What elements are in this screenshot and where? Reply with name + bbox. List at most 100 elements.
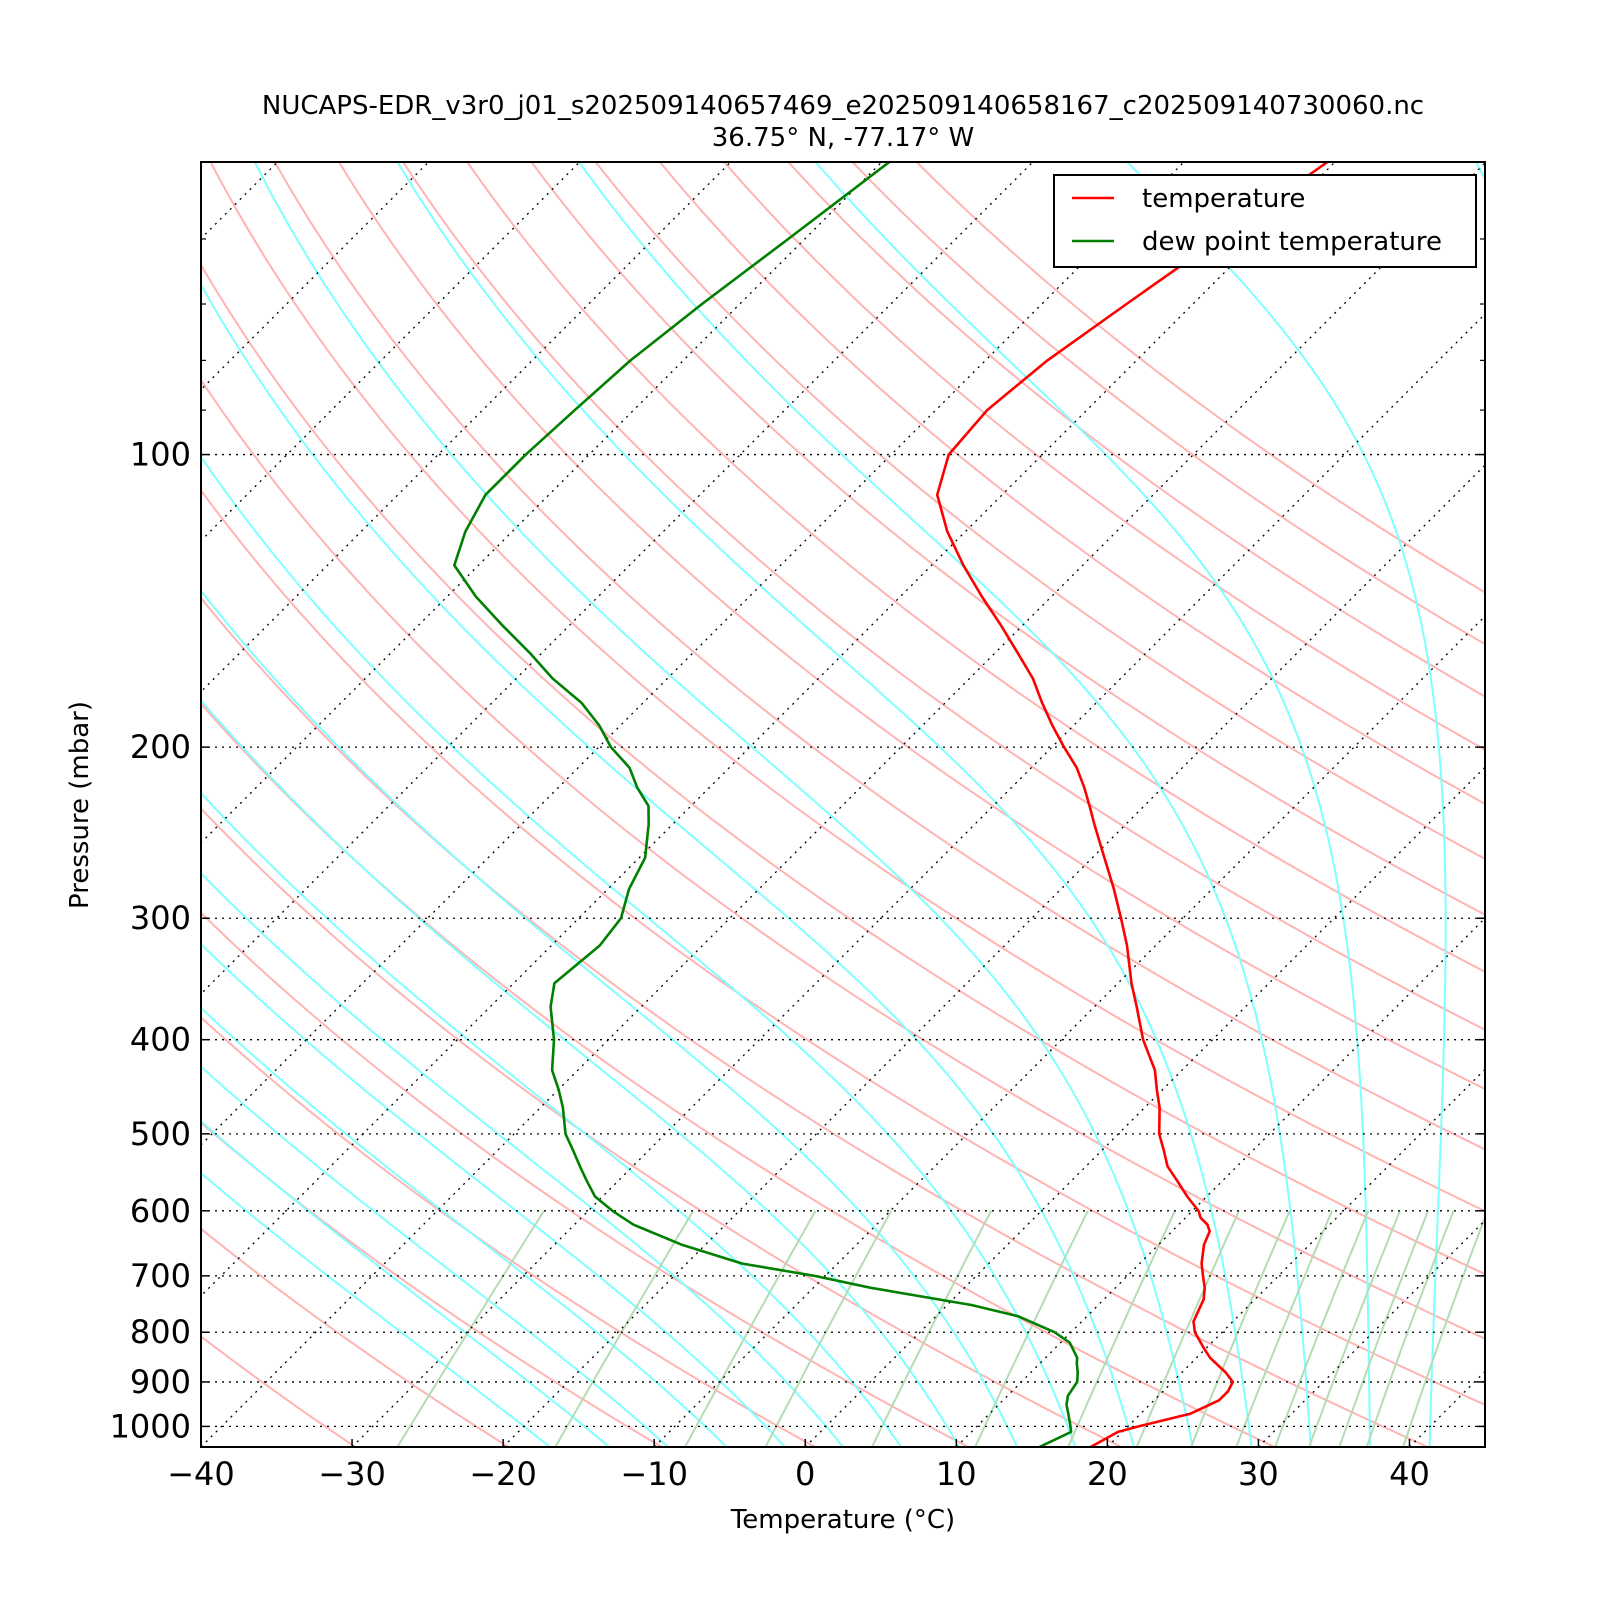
mixing-ratio-line: [1135, 1210, 1240, 1447]
isotherm-gridline: [0, 162, 126, 1447]
legend: temperature dew point temperature: [1053, 174, 1477, 268]
x-tick-label: 10: [936, 1455, 977, 1493]
mixing-ratio-line: [764, 1210, 893, 1447]
legend-label-temperature: temperature: [1142, 184, 1305, 214]
moist-adiabat: [201, 282, 1135, 1447]
dry-adiabat: [723, 162, 1485, 751]
grid-lines: [0, 162, 1600, 1447]
dry-adiabat: [530, 162, 1485, 916]
x-tick-label: −40: [167, 1455, 235, 1493]
dry-adiabat: [659, 162, 1485, 806]
x-tick-label: −30: [318, 1455, 386, 1493]
dry-adiabat: [201, 1444, 203, 1447]
dry-adiabat: [594, 162, 1485, 860]
chart-title: NUCAPS-EDR_v3r0_j01_s202509140657469_e20…: [262, 91, 1424, 121]
moist-adiabat: [814, 162, 1371, 1447]
x-tick-label: 0: [795, 1455, 815, 1493]
mixing-ratio-line: [1274, 1210, 1370, 1447]
dry-adiabat: [273, 162, 1485, 1151]
dry-adiabat: [201, 488, 1485, 1406]
y-tick-label: 500: [130, 1115, 191, 1153]
y-tick-label: 600: [130, 1192, 191, 1230]
y-axis-label: Pressure (mbar): [65, 701, 95, 909]
temperature-line: [935, 162, 1329, 1447]
mixing-ratio-line: [684, 1210, 817, 1447]
dry-adiabat: [201, 1227, 510, 1447]
x-tick-labels: −40 −30 −20 −10 0 10 20 30 40: [167, 1455, 1430, 1493]
y-tick-label: 400: [130, 1021, 191, 1059]
background-lines: [201, 162, 1485, 1447]
moist-adiabat: [201, 1065, 669, 1447]
moist-adiabat: [201, 1120, 610, 1447]
dry-adiabat: [201, 596, 1429, 1447]
x-tick-label: 40: [1389, 1455, 1430, 1493]
mixing-ratio-line: [554, 1210, 695, 1447]
isotherm-gridline: [653, 615, 1485, 1447]
mixing-ratio-line: [974, 1210, 1089, 1447]
dry-adiabat: [201, 1121, 663, 1447]
y-tick-label: 1000: [110, 1407, 191, 1445]
x-tick-label: 30: [1238, 1455, 1279, 1493]
moist-adiabat: [201, 589, 1019, 1447]
dry-adiabat: [915, 162, 1485, 594]
moist-adiabat: [201, 871, 844, 1447]
y-tick-label: 900: [130, 1363, 191, 1401]
dry-adiabat: [201, 911, 969, 1447]
mixing-ratio-line: [871, 1210, 993, 1447]
moist-adiabat: [201, 791, 902, 1447]
dry-adiabat: [466, 162, 1485, 973]
mixing-ratio-line: [1365, 1210, 1455, 1447]
isotherm-gridline: [201, 162, 1485, 1447]
plot-frame: [200, 161, 1486, 1448]
moist-adiabat: [1126, 162, 1447, 1447]
dry-adiabat: [851, 162, 1485, 646]
moist-adiabat: [396, 162, 1253, 1447]
mixing-ratio-line: [396, 1210, 545, 1447]
y-tick-labels: 100 200 300 400 500 600 700 800 900 1000: [110, 436, 191, 1446]
mixing-ratio-line: [1235, 1210, 1334, 1447]
dry-adiabat: [787, 162, 1485, 698]
mixing-ratio-line: [1402, 1214, 1485, 1447]
legend-box: [1053, 174, 1477, 268]
moist-adiabat: [1475, 162, 1485, 182]
mixing-ratio-line: [1067, 1210, 1177, 1447]
isotherm-gridline: [351, 313, 1485, 1447]
isotherm-gridline: [502, 464, 1485, 1447]
isotherm-gridline: [955, 917, 1485, 1447]
dry-adiabat: [338, 162, 1485, 1091]
mixing-ratio-line: [1308, 1210, 1401, 1447]
dry-adiabat: [201, 263, 1485, 1276]
moist-adiabat: [201, 942, 786, 1447]
x-axis-label: Temperature (°C): [730, 1505, 955, 1535]
y-tick-label: 700: [130, 1257, 191, 1295]
profile-series: [453, 162, 1329, 1447]
y-tick-label: 300: [130, 899, 191, 937]
x-tick-label: 20: [1087, 1455, 1128, 1493]
mixing-ratio-line: [1190, 1210, 1291, 1447]
isotherm-gridline: [1561, 162, 1600, 1447]
legend-label-dewpoint: dew point temperature: [1142, 227, 1442, 257]
dewpoint-line: [453, 162, 1079, 1447]
moist-adiabat: [201, 1171, 551, 1447]
isotherm-gridline: [1106, 1068, 1485, 1447]
moist-adiabat: [201, 455, 1077, 1447]
isotherm-gridline: [201, 162, 1336, 1297]
axis-ticks: [200, 161, 1485, 1447]
isotherm-gridline: [804, 766, 1485, 1447]
y-tick-label: 800: [130, 1313, 191, 1351]
moist-adiabat: [578, 162, 1312, 1447]
mixing-ratio-line: [1338, 1210, 1430, 1447]
dry-adiabat: [209, 162, 1485, 1213]
dry-adiabat: [201, 378, 1485, 1340]
y-tick-label: 100: [130, 436, 191, 474]
x-tick-label: −10: [620, 1455, 688, 1493]
dry-adiabat: [201, 807, 1122, 1447]
x-tick-label: −20: [469, 1455, 537, 1493]
isotherm-gridline: [1257, 1219, 1485, 1447]
moist-adiabat: [201, 699, 960, 1447]
moist-adiabat: [201, 1006, 728, 1447]
y-tick-label: 200: [130, 728, 191, 766]
moist-adiabat: [253, 162, 1194, 1447]
chart-subtitle: 36.75° N, -77.17° W: [712, 123, 974, 153]
